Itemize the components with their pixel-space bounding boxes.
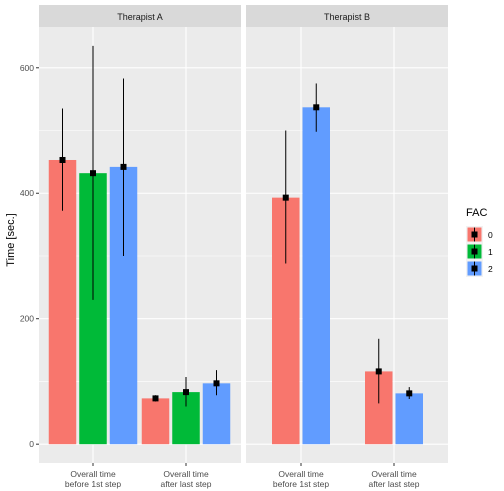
mean-point: [313, 104, 320, 111]
mean-point: [406, 390, 413, 397]
mean-point: [375, 368, 382, 375]
x-tick-label: after last step: [160, 479, 211, 489]
legend-entry-2: 2: [466, 260, 493, 277]
legend-label: 0: [488, 230, 493, 240]
x-tick-label: before 1st step: [65, 479, 122, 489]
legend-title: FAC: [466, 207, 487, 219]
y-tick-label: 600: [20, 63, 34, 73]
x-tick-label: before 1st step: [273, 479, 330, 489]
legend-entry-1: 1: [466, 243, 493, 260]
facet-strip-label: Therapist A: [117, 12, 163, 22]
y-tick-label: 400: [20, 188, 34, 198]
x-tick-label: Overall time: [278, 469, 324, 479]
mean-point: [213, 380, 220, 387]
legend-key-point: [471, 248, 478, 255]
bar-fac-2: [302, 107, 330, 445]
facet-strip-label: Therapist B: [324, 12, 370, 22]
legend-label: 2: [488, 264, 493, 274]
bar-fac-0: [141, 398, 170, 445]
mean-point: [282, 194, 289, 201]
mean-point: [120, 163, 127, 170]
legend-label: 1: [488, 247, 493, 257]
x-tick-label: Overall time: [163, 469, 209, 479]
y-tick-label: 0: [29, 439, 34, 449]
facet-strip: [246, 5, 448, 27]
bar-fac-2: [395, 393, 423, 445]
x-tick-label: Overall time: [371, 469, 417, 479]
mean-point: [183, 389, 189, 396]
legend-entry-0: 0: [466, 226, 493, 243]
legend-key-point: [471, 231, 478, 238]
y-axis-title: Time [sec.]: [5, 213, 17, 266]
mean-point: [59, 156, 66, 163]
legend: FAC 0 1 2: [466, 207, 493, 277]
facet-strip: [39, 5, 241, 27]
y-axis: 0 200 400 600: [20, 63, 39, 449]
x-tick-label: after last step: [368, 479, 419, 489]
legend-key-point: [471, 265, 478, 272]
mean-point: [90, 170, 96, 177]
mean-point: [152, 395, 159, 402]
y-tick-label: 200: [20, 314, 34, 324]
x-tick-label: Overall time: [70, 469, 116, 479]
